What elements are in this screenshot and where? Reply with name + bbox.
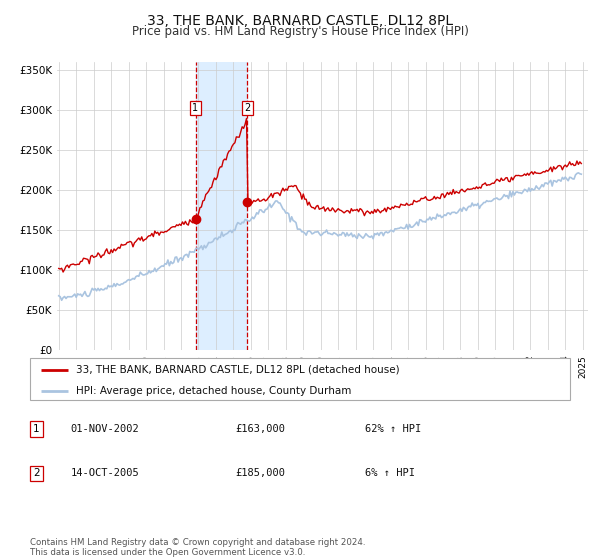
Text: HPI: Average price, detached house, County Durham: HPI: Average price, detached house, Coun… — [76, 386, 351, 396]
Text: 6% ↑ HPI: 6% ↑ HPI — [365, 469, 415, 478]
Text: 01-NOV-2002: 01-NOV-2002 — [71, 424, 139, 434]
Text: £163,000: £163,000 — [235, 424, 285, 434]
Text: Price paid vs. HM Land Registry's House Price Index (HPI): Price paid vs. HM Land Registry's House … — [131, 25, 469, 38]
Text: Contains HM Land Registry data © Crown copyright and database right 2024.
This d: Contains HM Land Registry data © Crown c… — [30, 538, 365, 557]
Text: 2: 2 — [244, 103, 250, 113]
Text: £185,000: £185,000 — [235, 469, 285, 478]
FancyBboxPatch shape — [30, 358, 570, 400]
Text: 1: 1 — [193, 103, 199, 113]
Text: 62% ↑ HPI: 62% ↑ HPI — [365, 424, 421, 434]
Text: 33, THE BANK, BARNARD CASTLE, DL12 8PL (detached house): 33, THE BANK, BARNARD CASTLE, DL12 8PL (… — [76, 365, 400, 375]
Bar — [196, 62, 247, 350]
Text: 2: 2 — [33, 469, 40, 478]
Text: 14-OCT-2005: 14-OCT-2005 — [71, 469, 139, 478]
Text: 1: 1 — [33, 424, 40, 434]
Text: 33, THE BANK, BARNARD CASTLE, DL12 8PL: 33, THE BANK, BARNARD CASTLE, DL12 8PL — [147, 14, 453, 28]
